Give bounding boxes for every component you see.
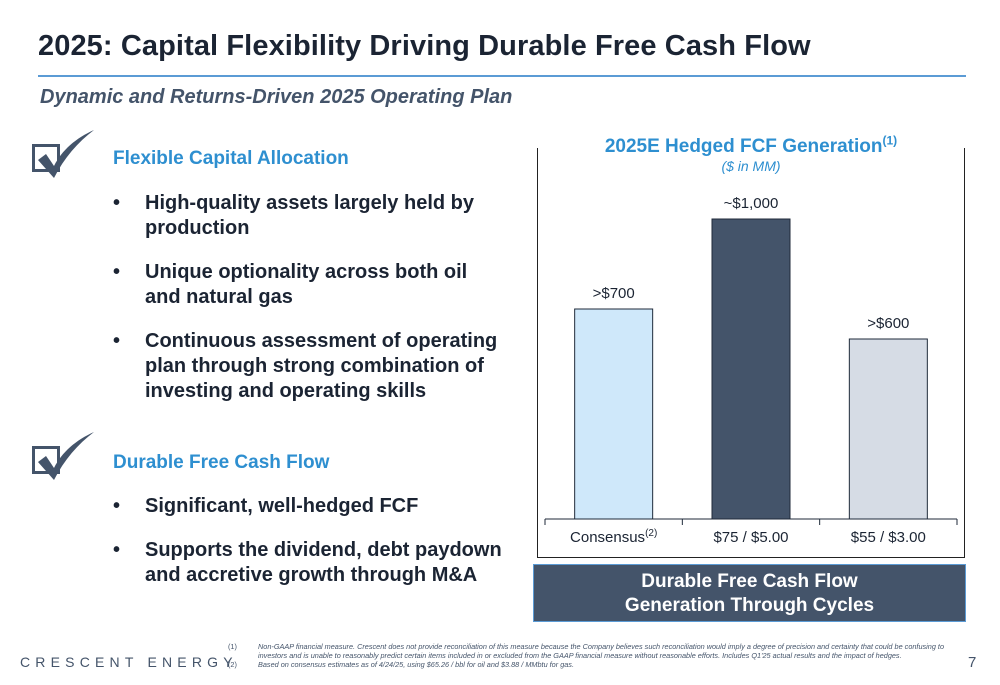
footnotes: (1) Non-GAAP financial measure. Crescent … bbox=[228, 642, 958, 669]
checkbox-check-icon bbox=[32, 130, 94, 178]
chart-bar bbox=[711, 218, 791, 520]
bullet-list-durable-fcf: • Significant, well-hedged FCF • Supports … bbox=[113, 494, 503, 607]
bullet-list-flexible-capital: • High-quality assets largely held by pro… bbox=[113, 191, 503, 423]
banner-line-2: Generation Through Cycles bbox=[624, 595, 875, 616]
page-number: 7 bbox=[968, 654, 977, 671]
fcf-bar-chart: >$700 Consensus(2) ~$1,000 $75 / $5.00 >$600… bbox=[544, 195, 958, 546]
list-item: • Unique optionality across both oil and … bbox=[113, 261, 468, 308]
chart-category-label: Consensus(2) bbox=[570, 528, 657, 546]
footnote: (2) Based on consensus estimates as of 4/… bbox=[228, 660, 574, 669]
summary-banner: Durable Free Cash Flow Generation Throug… bbox=[533, 564, 966, 622]
company-logo: CRESCENT ENERGY bbox=[20, 654, 238, 670]
page-subtitle: Dynamic and Returns-Driven 2025 Operatin… bbox=[40, 86, 513, 108]
list-item: • Significant, well-hedged FCF bbox=[113, 495, 419, 517]
chart-bar bbox=[574, 308, 654, 520]
chart-data-label: >$700 bbox=[593, 285, 635, 302]
footnote: (1) Non-GAAP financial measure. Crescent … bbox=[228, 642, 945, 660]
title-divider bbox=[38, 75, 966, 77]
section-heading-durable-fcf: Durable Free Cash Flow bbox=[113, 452, 330, 473]
chart-title: 2025E Hedged FCF Generation(1) bbox=[604, 134, 898, 158]
list-item: • High-quality assets largely held by pro… bbox=[113, 192, 474, 239]
checkbox-check-icon bbox=[32, 432, 94, 480]
chart-category-label: $55 / $3.00 bbox=[851, 529, 926, 546]
section-heading-flexible-capital: Flexible Capital Allocation bbox=[113, 148, 349, 169]
chart-unit-label: ($ in MM) bbox=[721, 158, 781, 174]
chart-frame bbox=[537, 148, 965, 558]
list-item: • Continuous assessment of operating plan… bbox=[113, 330, 498, 402]
list-item: • Supports the dividend, debt paydown and… bbox=[113, 539, 502, 586]
chart-category-label: $75 / $5.00 bbox=[713, 529, 788, 546]
chart-title-container: 2025E Hedged FCF Generation(1) bbox=[562, 134, 940, 159]
banner-line-1: Durable Free Cash Flow bbox=[641, 571, 858, 592]
chart-bar bbox=[848, 338, 928, 520]
chart-data-label: ~$1,000 bbox=[724, 195, 779, 212]
page-title: 2025: Capital Flexibility Driving Durabl… bbox=[38, 30, 811, 62]
chart-data-label: >$600 bbox=[867, 315, 909, 332]
